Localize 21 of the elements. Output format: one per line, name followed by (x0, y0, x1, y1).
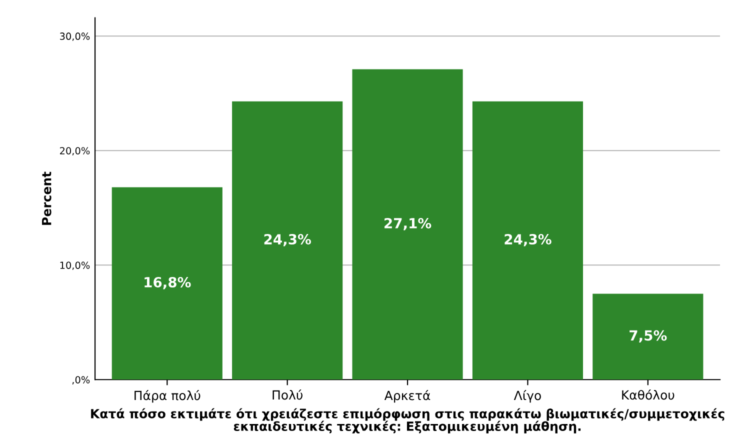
data-label: 24,3% (264, 234, 311, 246)
y-tick-label: ,0% (72, 376, 90, 384)
x-tick-label: Πάρα πολύ (134, 390, 200, 403)
data-label: 27,1% (384, 218, 432, 230)
x-tick-label: Αρκετά (384, 390, 430, 403)
x-tick-label: Λίγο (514, 390, 541, 403)
y-axis-title: Percent (42, 172, 52, 225)
bar (352, 69, 463, 380)
bar (112, 187, 222, 380)
x-axis-title: Κατά πόσο εκτιμάτε ότι χρειάζεστε επιμόρφωση στις παρακάτω βιωματικές/συμμετοχικές εκπαιδευτικές τεχνικές: Εξατομικευμένη μάθηση. (91, 408, 724, 434)
data-label: 16,8% (144, 276, 191, 290)
data-label: 7,5% (630, 330, 667, 342)
data-label: 24,3% (504, 234, 552, 246)
y-tick-label: 10,0% (60, 262, 90, 270)
y-tick-label: 20,0% (60, 147, 90, 156)
bar (232, 101, 343, 380)
y-tick-label: 30,0% (60, 32, 90, 41)
x-tick-label: Καθόλου (622, 390, 674, 400)
bar (472, 101, 584, 380)
bar (592, 294, 704, 380)
x-tick-label: Πολύ (272, 390, 302, 400)
